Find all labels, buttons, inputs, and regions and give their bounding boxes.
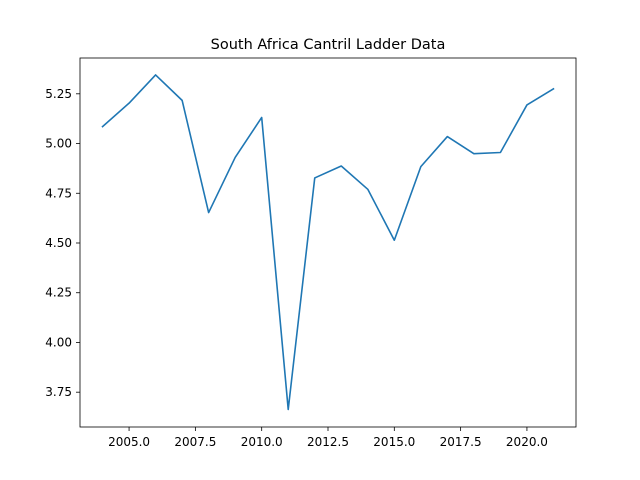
x-tick-label: 2010.0 bbox=[241, 435, 283, 449]
plot-area bbox=[101, 74, 555, 411]
plot-frame bbox=[79, 57, 577, 428]
x-axis: 2005.0 2007.5 2010.0 2012.5 2015.0 2017.5 2020… bbox=[108, 427, 548, 449]
chart-title: South Africa Cantril Ladder Data bbox=[211, 37, 446, 53]
x-tick-label: 2015.0 bbox=[373, 435, 415, 449]
y-tick-label: 3.75 bbox=[45, 385, 72, 399]
y-tick-label: 5.25 bbox=[45, 87, 72, 101]
y-tick-label: 4.50 bbox=[45, 236, 72, 250]
y-tick-label: 5.00 bbox=[45, 137, 72, 151]
x-tick-label: 2017.5 bbox=[440, 435, 482, 449]
x-tick-label: 2012.5 bbox=[307, 435, 349, 449]
y-tick-label: 4.75 bbox=[45, 186, 72, 200]
y-tick-label: 4.00 bbox=[45, 335, 72, 349]
x-tick-label: 2007.5 bbox=[174, 435, 216, 449]
series-line bbox=[101, 74, 555, 411]
x-tick-label: 2020.0 bbox=[506, 435, 548, 449]
y-tick-label: 4.25 bbox=[45, 286, 72, 300]
y-axis: 3.75 4.00 4.25 4.50 4.75 5.00 5.25 bbox=[45, 87, 80, 399]
x-tick-label: 2005.0 bbox=[108, 435, 150, 449]
